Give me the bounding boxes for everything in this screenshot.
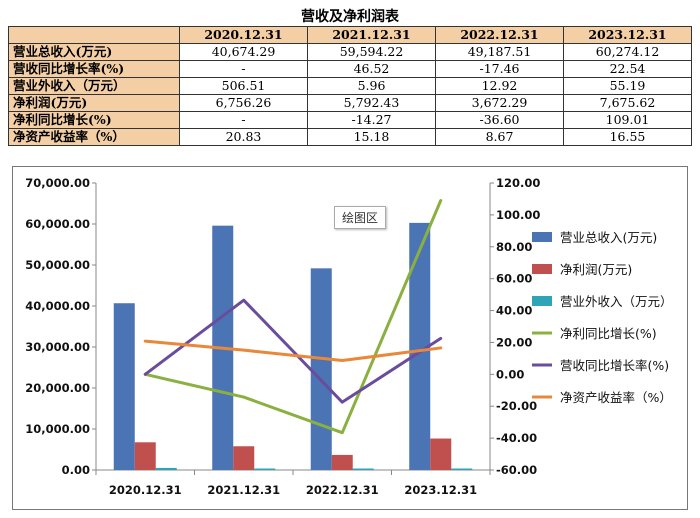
legend-swatch xyxy=(532,232,552,242)
table-cell: 8.67 xyxy=(435,128,564,146)
bar xyxy=(254,468,276,470)
bar xyxy=(331,454,353,470)
legend-label: 净资产收益率（%） xyxy=(560,390,672,405)
right-tick-label: 20.00 xyxy=(496,335,532,349)
bar xyxy=(155,467,177,470)
table-row: 净资产收益率（%） 20.83 15.18 8.67 16.55 xyxy=(8,128,692,146)
table-cell: 506.51 xyxy=(179,77,308,95)
legend-label: 营业总收入(万元) xyxy=(560,230,657,245)
table-cell: 40,674.29 xyxy=(179,43,308,61)
row-label: 营收同比增长率(%) xyxy=(8,60,180,78)
bar xyxy=(451,468,473,470)
table-cell: 22.54 xyxy=(563,60,692,78)
table-cell: 3,672.29 xyxy=(435,94,564,112)
left-tick-label: 70,000.00 xyxy=(25,176,90,190)
legend-label: 营业外收入（万元） xyxy=(560,294,673,309)
row-label: 净资产收益率（%） xyxy=(8,128,180,146)
left-tick-label: 60,000.00 xyxy=(25,217,90,231)
right-tick-label: -20.00 xyxy=(496,399,537,413)
x-tick-label: 2022.12.31 xyxy=(306,483,379,497)
table-cell: 6,756.26 xyxy=(179,94,308,112)
left-tick-label: 0.00 xyxy=(62,463,90,477)
bar xyxy=(310,268,332,470)
bar xyxy=(430,438,452,470)
header-col-2020: 2020.12.31 xyxy=(179,26,308,44)
header-col-2023: 2023.12.31 xyxy=(563,26,692,44)
left-tick-label: 20,000.00 xyxy=(25,381,90,395)
table-cell: -36.60 xyxy=(435,111,564,129)
table-cell: 49,187.51 xyxy=(435,43,564,61)
legend-swatch xyxy=(532,264,552,274)
legend-label: 净利同比增长(%) xyxy=(560,326,657,341)
table-cell: 20.83 xyxy=(179,128,308,146)
table-cell: 15.18 xyxy=(307,128,436,146)
bar xyxy=(409,222,431,470)
legend-label: 营收同比增长率(%) xyxy=(560,358,669,373)
x-tick-label: 2021.12.31 xyxy=(207,483,280,497)
bar xyxy=(113,303,135,470)
right-tick-label: 60.00 xyxy=(496,272,532,286)
left-tick-label: 10,000.00 xyxy=(25,422,90,436)
table-cell: 109.01 xyxy=(563,111,692,129)
row-label: 净利润(万元) xyxy=(8,94,180,112)
bar xyxy=(233,446,255,470)
table-cell: 55.19 xyxy=(563,77,692,95)
right-tick-label: 100.00 xyxy=(496,208,540,222)
right-tick-label: 80.00 xyxy=(496,240,532,254)
table-row: 净利润(万元) 6,756.26 5,792.43 3,672.29 7,675… xyxy=(8,94,692,112)
right-tick-label: -40.00 xyxy=(496,431,537,445)
table-cell: - xyxy=(179,111,308,129)
row-label: 净利同比增长(%) xyxy=(8,111,180,129)
series-line xyxy=(143,199,443,435)
legend-swatch xyxy=(532,296,552,306)
row-label: 营业总收入(万元) xyxy=(8,43,180,61)
left-tick-label: 30,000.00 xyxy=(25,340,90,354)
header-col-2021: 2021.12.31 xyxy=(307,26,436,44)
table-title: 营收及净利润表 xyxy=(301,9,399,25)
series-line xyxy=(143,298,443,404)
bar xyxy=(134,442,156,470)
right-tick-label: 120.00 xyxy=(496,176,540,190)
right-tick-label: -60.00 xyxy=(496,463,537,477)
right-tick-label: 0.00 xyxy=(496,367,524,381)
legend-label: 净利润(万元) xyxy=(560,262,632,277)
table-row: 营业外收入（万元） 506.51 5.96 12.92 55.19 xyxy=(8,77,692,95)
x-tick-label: 2020.12.31 xyxy=(109,483,182,497)
table-cell: 16.55 xyxy=(563,128,692,146)
left-tick-label: 40,000.00 xyxy=(25,299,90,313)
bar xyxy=(352,468,374,470)
table-header-row: 2020.12.31 2021.12.31 2022.12.31 2023.12… xyxy=(8,26,692,44)
chart-frame xyxy=(12,166,688,510)
financial-table: 2020.12.31 2021.12.31 2022.12.31 2023.12… xyxy=(8,26,692,146)
left-tick-label: 50,000.00 xyxy=(25,258,90,272)
x-tick-label: 2023.12.31 xyxy=(404,483,477,497)
series-line xyxy=(143,339,443,363)
right-tick-label: 40.00 xyxy=(496,304,532,318)
header-corner xyxy=(8,26,180,44)
plot-area-tooltip: 绘图区 xyxy=(334,206,387,229)
